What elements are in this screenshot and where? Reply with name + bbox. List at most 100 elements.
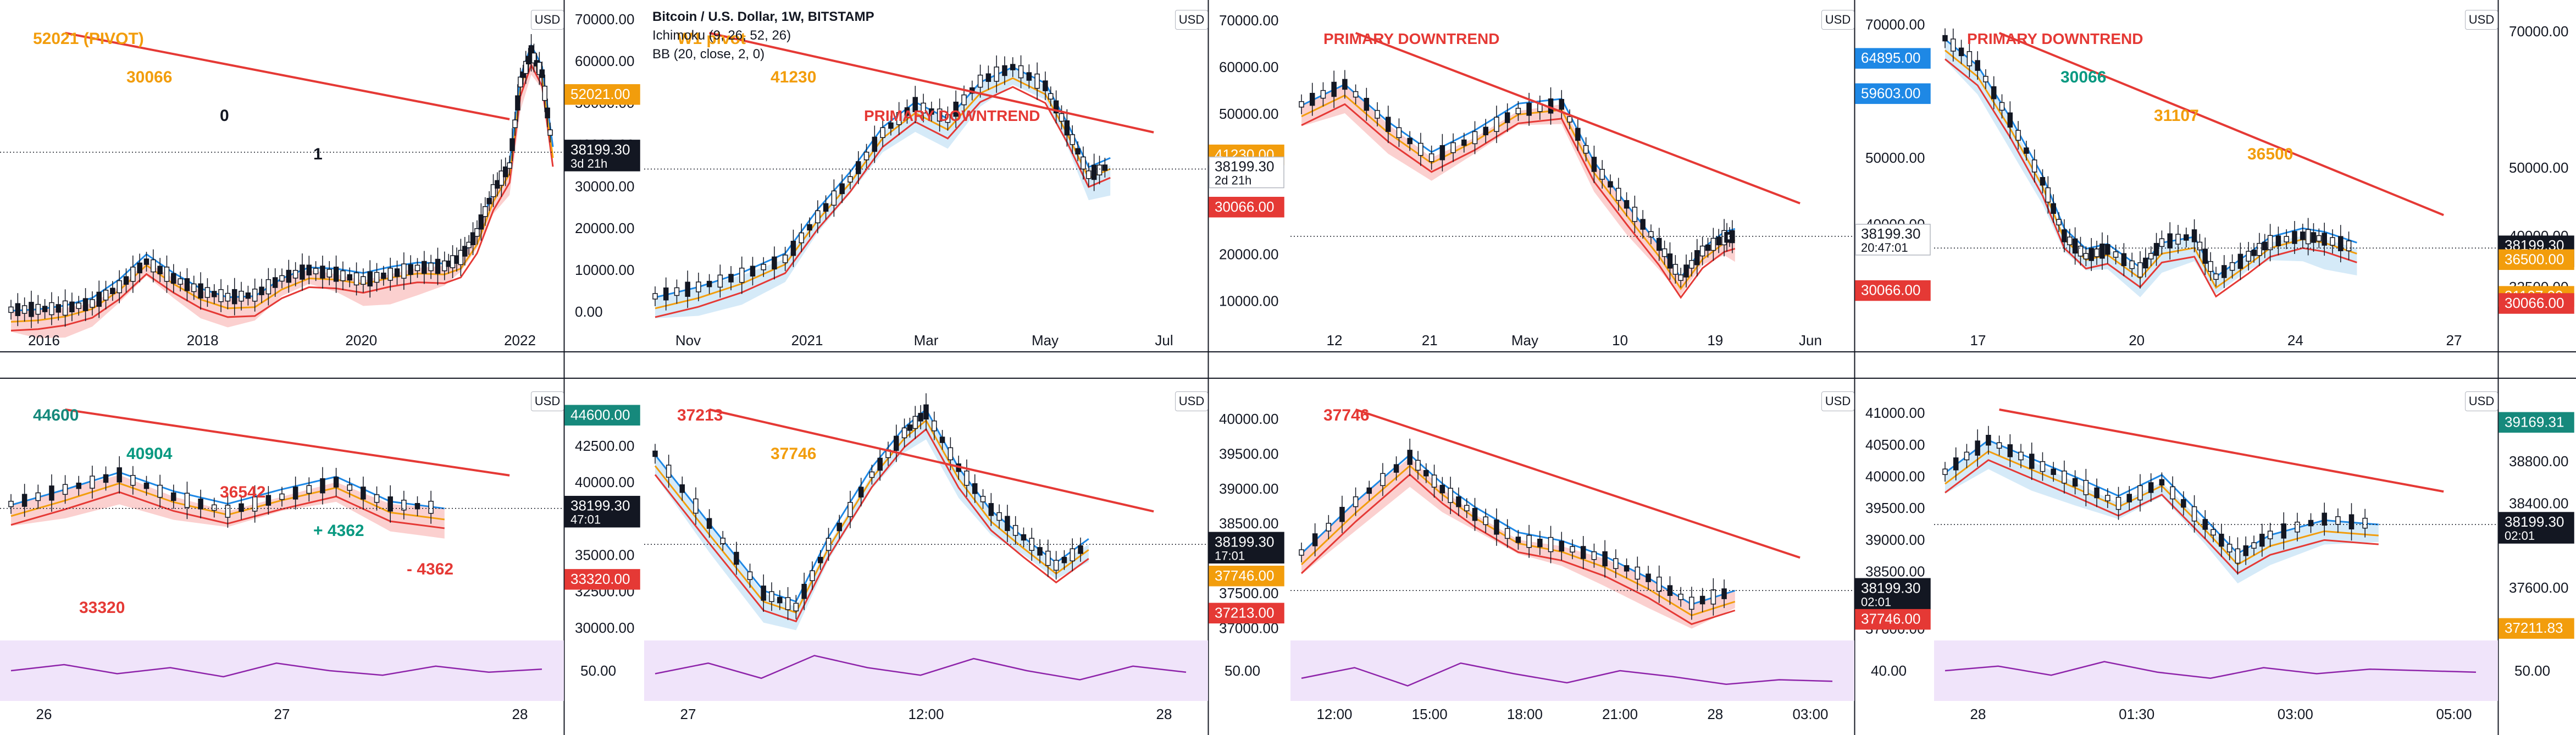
- price-badge: [2499, 618, 2574, 639]
- candle-body: [2029, 454, 2035, 469]
- candle-body: [1364, 98, 1370, 111]
- candle-body: [1312, 533, 1318, 546]
- moving-average-red: [654, 428, 1089, 623]
- candle-body: [8, 306, 14, 313]
- candle-body: [1657, 576, 1662, 592]
- candle-body: [1059, 113, 1065, 122]
- candle-body: [1366, 487, 1372, 494]
- candle-body: [1526, 535, 1532, 548]
- candle-body: [1648, 231, 1654, 238]
- chart-panel-p1[interactable]: 70000.0060000.0050000.0040000.0030000.00…: [0, 11, 640, 349]
- x-tick: 12: [1327, 332, 1343, 349]
- rsi-tick: 50.00: [580, 662, 616, 679]
- candle-body: [164, 267, 170, 282]
- candle-body: [35, 303, 41, 315]
- usd-currency-badge[interactable]: USD: [531, 10, 564, 30]
- candle-body: [1064, 120, 1070, 136]
- candle-body: [361, 487, 366, 500]
- price-badge: [564, 569, 640, 590]
- candle-body: [1431, 474, 1437, 488]
- candle-body: [2007, 444, 2013, 457]
- x-tick: 27: [274, 706, 290, 722]
- candle-body: [2197, 241, 2203, 251]
- usd-currency-badge[interactable]: USD: [1175, 10, 1208, 30]
- price-badge-value: 38199.30: [570, 498, 630, 514]
- x-tick: 17: [1970, 332, 1986, 349]
- y-tick: 39000.00: [1219, 480, 1278, 497]
- candle-body: [2322, 233, 2327, 246]
- candle-body: [793, 603, 799, 612]
- candle-body: [2275, 235, 2281, 246]
- candle-body: [502, 166, 508, 178]
- chart-title: Bitcoin / U.S. Dollar, 1W, BITSTAMP: [652, 9, 874, 24]
- usd-currency-badge[interactable]: USD: [2465, 391, 2498, 411]
- candle-body: [904, 107, 910, 116]
- candle-body: [1591, 551, 1597, 560]
- candle-body: [1548, 537, 1554, 552]
- candle-body: [110, 288, 115, 294]
- candle-body: [785, 597, 791, 610]
- candle-body: [1964, 451, 1970, 461]
- rsi-line: [655, 655, 1187, 681]
- usd-currency-badge[interactable]: USD: [1821, 10, 1854, 30]
- candle-body: [1567, 116, 1572, 123]
- candle-body: [2251, 250, 2257, 256]
- candle-body: [2062, 229, 2067, 242]
- chart-annotation: PRIMARY DOWNTREND: [1967, 30, 2143, 47]
- candle-body: [1012, 525, 1018, 536]
- usd-currency-badge[interactable]: USD: [1175, 391, 1208, 411]
- candle-body: [2051, 468, 2056, 475]
- chart-panel-p4[interactable]: 70000.0050000.0040000.0032500.0017202427…: [1934, 23, 2574, 349]
- chart-panel-p5[interactable]: 50.0042500.0040000.0035000.0032500.00300…: [0, 405, 640, 722]
- candle-body: [1710, 589, 1716, 605]
- chart-panel-p8[interactable]: 50.0039200.0038800.0038400.0037600.00280…: [1934, 408, 2574, 722]
- ichimoku-cloud: [655, 67, 1111, 318]
- candle-body: [523, 60, 529, 74]
- candle-body: [685, 281, 690, 297]
- candle-body: [2067, 236, 2073, 245]
- candle-body: [2159, 238, 2165, 247]
- chart-panel-p3[interactable]: 70000.0060000.0050000.0040000.0030000.00…: [1290, 16, 1931, 349]
- candle-body: [2159, 479, 2165, 486]
- candle-body: [306, 485, 312, 494]
- trend-line: [65, 32, 510, 120]
- chart-panel-p7[interactable]: 40.00 41000.00 40500.00 40000.00 39500.00 390…: [1290, 405, 1931, 722]
- y-tick: 39000.00: [1865, 532, 1925, 548]
- candle-body: [96, 291, 102, 307]
- candle-body: [2072, 238, 2078, 254]
- candle-body: [252, 496, 258, 512]
- candle-body: [231, 289, 237, 305]
- candle-body: [1061, 557, 1067, 563]
- candle-body: [1494, 117, 1499, 132]
- price-badge: [1209, 156, 1284, 189]
- candle-body: [2024, 147, 2029, 154]
- y-tick: 38500.00: [1219, 515, 1278, 532]
- chart-annotation: PRIMARY DOWNTREND: [864, 107, 1040, 124]
- usd-currency-badge[interactable]: USD: [531, 391, 564, 411]
- bb-legend[interactable]: BB (20, close, 2, 0): [652, 47, 765, 62]
- y-tick: 38800.00: [2509, 453, 2568, 469]
- x-tick: 2018: [187, 332, 219, 349]
- x-tick: 20: [2129, 332, 2145, 349]
- chart-panel-p2[interactable]: 70000.0060000.0050000.0030000.0020000.00…: [644, 12, 1284, 349]
- chart-annotation: 37213: [677, 406, 723, 424]
- trend-line: [1998, 32, 2444, 217]
- candle-body: [212, 504, 217, 511]
- candle-body: [1515, 108, 1521, 114]
- candle-body: [69, 301, 75, 313]
- candle-body: [498, 170, 505, 186]
- candle-body: [856, 161, 861, 174]
- candle-body: [1102, 164, 1108, 171]
- price-badge: [564, 140, 640, 172]
- ichimoku-legend[interactable]: Ichimoku (9, 26, 52, 26): [652, 28, 791, 43]
- usd-currency-badge[interactable]: USD: [1821, 391, 1854, 411]
- chart-panel-p6[interactable]: 50.00 40000.00 39500.00 39000.00 38500.00 375…: [644, 393, 1284, 722]
- candle-body: [728, 274, 734, 283]
- candle-body: [2295, 521, 2300, 533]
- candle-body: [62, 300, 68, 316]
- usd-currency-badge[interactable]: USD: [2465, 10, 2498, 30]
- candle-body: [1721, 588, 1727, 599]
- candle-body: [877, 457, 883, 471]
- moving-average-red: [1300, 473, 1736, 625]
- candle-body: [2191, 506, 2197, 522]
